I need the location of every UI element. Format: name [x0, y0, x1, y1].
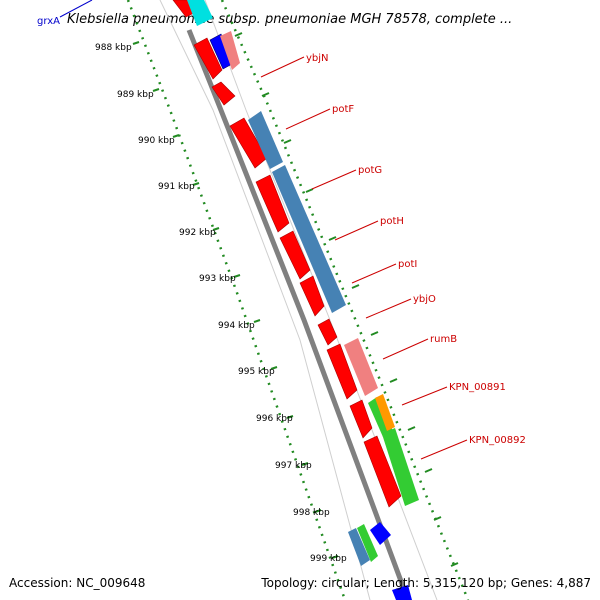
tick-label: 996 kbp [256, 414, 293, 424]
map-title: Klebsiella pneumoniae subsp. pneumoniae … [67, 12, 512, 27]
gene-label[interactable]: ybjO [413, 294, 436, 305]
kbp-labels: 988 kbp 989 kbp 990 kbp 991 kbp 992 kbp … [95, 43, 347, 564]
feature-bar[interactable] [220, 31, 240, 70]
gene-feature[interactable] [317, 318, 338, 346]
gene-label[interactable]: ybjN [306, 53, 329, 64]
outer-dotted-ring [220, 0, 470, 600]
inner-ticks [132, 41, 339, 559]
feature-bar[interactable] [344, 338, 378, 396]
tick-label: 993 kbp [199, 274, 236, 284]
gene-label[interactable]: potF [332, 104, 354, 115]
gene-feature[interactable] [279, 230, 311, 280]
tick-label: 988 kbp [95, 43, 132, 53]
gene-labels: ybjN potF potG potH potI ybjO rumB KPN_0… [306, 53, 526, 446]
tick-label: 998 kbp [293, 508, 330, 518]
feature-bar[interactable] [370, 522, 391, 545]
gene-feature[interactable] [211, 81, 236, 106]
gene-label[interactable]: potG [358, 165, 382, 176]
tick-label: 989 kbp [117, 90, 154, 100]
tick-label: 994 kbp [218, 321, 255, 331]
feature-bar[interactable] [357, 524, 378, 562]
inner-ring-edge [159, 0, 371, 600]
inner-dotted-ring [126, 0, 347, 600]
feature-bar[interactable] [272, 165, 346, 313]
accession-text: Accession: NC_009648 [9, 576, 145, 590]
gene-feature[interactable] [193, 37, 223, 80]
tick-label: 990 kbp [138, 136, 175, 146]
feature-bar[interactable] [382, 428, 419, 506]
tick-label: 997 kbp [275, 461, 312, 471]
feature-bar[interactable] [348, 528, 370, 566]
outer-ticks [234, 32, 459, 567]
gene-label[interactable]: potI [398, 259, 417, 270]
gene-feature[interactable] [326, 343, 358, 400]
gene-label[interactable]: KPN_00892 [469, 435, 526, 446]
feature-bar[interactable] [187, 0, 213, 26]
feature-bar[interactable] [392, 585, 412, 600]
gene-leaders [260, 56, 468, 460]
grxA-leader [59, 0, 93, 18]
tick-label: 995 kbp [238, 367, 275, 377]
gene-feature[interactable] [255, 174, 290, 233]
cds-track [172, 0, 402, 508]
feature-track [187, 0, 419, 600]
tick-label: 992 kbp [179, 228, 216, 238]
gene-feature[interactable] [363, 435, 402, 508]
tick-label: 999 kbp [310, 554, 347, 564]
gene-label[interactable]: rumB [430, 334, 457, 345]
backbone-ring [186, 29, 411, 600]
tick-label: 991 kbp [158, 182, 195, 192]
gene-label[interactable]: KPN_00891 [449, 382, 506, 393]
gene-feature[interactable] [299, 275, 325, 317]
gene-label[interactable]: potH [380, 216, 404, 227]
genome-stats-text: Topology: circular; Length: 5,315,120 bp… [260, 576, 591, 590]
gene-feature[interactable] [349, 399, 373, 439]
feature-bar[interactable] [248, 111, 283, 169]
feature-bar[interactable] [375, 394, 395, 431]
grxA-label[interactable]: grxA [37, 16, 60, 27]
